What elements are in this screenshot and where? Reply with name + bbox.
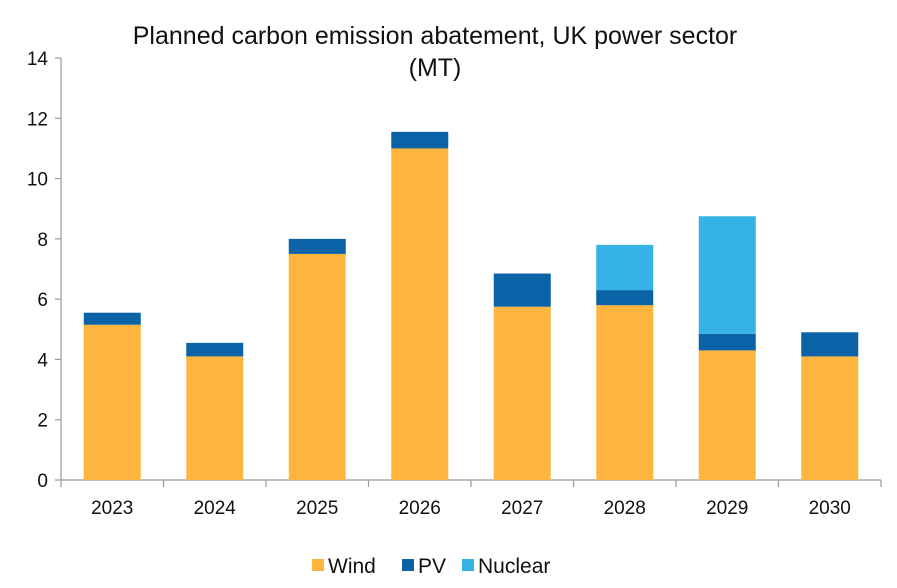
bar-pv-2023 — [83, 312, 141, 325]
bar-wind-2025 — [288, 253, 346, 480]
y-tick-label: 12 — [27, 109, 48, 130]
bar-wind-2029 — [698, 350, 756, 480]
bar-pv-2024 — [186, 342, 244, 357]
bar-pv-2027 — [493, 273, 551, 307]
x-tick-label: 2023 — [91, 498, 133, 519]
bar-pv-2025 — [288, 238, 346, 254]
x-tick-label: 2025 — [296, 498, 338, 519]
x-tick-label: 2024 — [194, 498, 237, 519]
x-tick-label: 2027 — [501, 498, 543, 519]
legend-swatch-pv — [402, 559, 414, 571]
y-tick-label: 2 — [37, 411, 48, 432]
y-tick-label: 14 — [27, 49, 49, 70]
bar-wind-2024 — [186, 356, 244, 480]
bar-wind-2026 — [391, 148, 449, 480]
bar-nuclear-2029 — [698, 216, 756, 334]
bar-wind-2027 — [493, 306, 551, 480]
x-tick-label: 2030 — [809, 498, 851, 519]
bar-wind-2023 — [83, 324, 141, 480]
x-tick-label: 2029 — [706, 498, 748, 519]
x-axis: 2023 2024 2025 2026 2027 2028 2029 2030 — [60, 479, 882, 519]
bar-pv-2030 — [801, 332, 859, 357]
bar-pv-2029 — [698, 333, 756, 351]
x-tick-label: 2028 — [604, 498, 646, 519]
y-tick-label: 8 — [37, 230, 48, 251]
legend-swatch-wind — [312, 559, 324, 571]
x-tick-label: 2026 — [399, 498, 441, 519]
bar-nuclear-2028 — [596, 244, 654, 291]
bar-wind-2030 — [801, 356, 859, 480]
legend-label-wind: Wind — [328, 555, 376, 578]
chart-title-line-2: (MT) — [409, 54, 462, 82]
legend: Wind PV Nuclear — [312, 555, 550, 578]
y-tick-label: 10 — [27, 170, 48, 191]
chart-title-line-1: Planned carbon emission abatement, UK po… — [133, 22, 738, 50]
chart-title: Planned carbon emission abatement, UK po… — [133, 22, 738, 82]
y-axis: 0 2 4 6 8 10 12 14 — [27, 49, 62, 492]
legend-label-nuclear: Nuclear — [478, 555, 550, 578]
y-tick-label: 0 — [37, 471, 48, 492]
bar-pv-2026 — [391, 131, 449, 149]
y-tick-label: 4 — [37, 350, 48, 371]
y-tick-label: 6 — [37, 290, 48, 311]
bar-pv-2028 — [596, 290, 654, 306]
bars — [83, 131, 859, 480]
legend-label-pv: PV — [418, 555, 446, 578]
bar-wind-2028 — [596, 305, 654, 480]
legend-swatch-nuclear — [462, 559, 474, 571]
